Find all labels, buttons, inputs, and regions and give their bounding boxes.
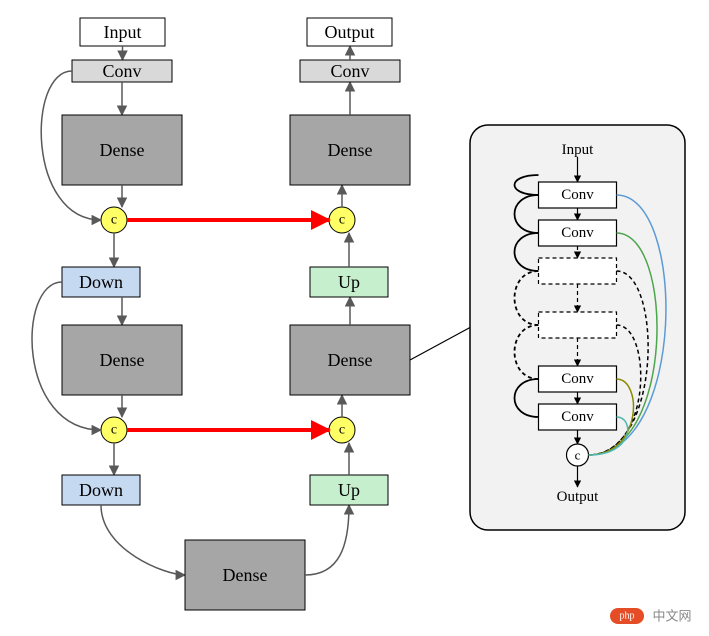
input-box: Input	[80, 18, 165, 46]
conv1-box: Conv	[72, 60, 172, 82]
svg-text:c: c	[575, 448, 581, 463]
svg-text:Input: Input	[562, 142, 594, 158]
svg-text:Dense: Dense	[100, 350, 145, 370]
svg-text:Conv: Conv	[561, 371, 594, 387]
svg-text:Output: Output	[324, 22, 374, 42]
conv2-box: Conv	[300, 60, 400, 82]
concat2: c	[101, 417, 127, 443]
svg-text:php: php	[620, 611, 635, 622]
dense3-box: Dense	[185, 540, 305, 610]
arrow-dense3-up2	[305, 505, 349, 575]
detail-connector	[410, 328, 470, 361]
svg-text:c: c	[339, 213, 345, 228]
svg-text:Dense: Dense	[223, 565, 268, 585]
output-box: Output	[307, 18, 392, 46]
dense2-box: Dense	[62, 325, 182, 395]
svg-text:Up: Up	[338, 480, 360, 500]
svg-text:Conv: Conv	[561, 409, 594, 425]
down1-box: Down	[62, 267, 140, 297]
svg-text:中文网: 中文网	[652, 609, 691, 624]
up1-box: Up	[310, 267, 388, 297]
dense5-box: Dense	[290, 115, 410, 185]
svg-text:Conv: Conv	[561, 225, 594, 241]
down2-box: Down	[62, 475, 140, 505]
svg-text:Dense: Dense	[328, 140, 373, 160]
svg-text:Input: Input	[104, 22, 142, 42]
svg-text:Conv: Conv	[330, 61, 369, 81]
svg-text:Conv: Conv	[102, 61, 141, 81]
detail-panel: Input Conv Conv Conv Conv c Output	[470, 125, 685, 530]
svg-text:Dense: Dense	[100, 140, 145, 160]
svg-text:Conv: Conv	[561, 187, 594, 203]
svg-text:c: c	[339, 423, 345, 438]
svg-text:Down: Down	[79, 272, 123, 292]
watermark: php 中文网	[610, 608, 692, 624]
concat4: c	[329, 417, 355, 443]
concat3: c	[329, 207, 355, 233]
svg-text:c: c	[111, 423, 117, 438]
svg-text:Output: Output	[557, 489, 600, 505]
concat1: c	[101, 207, 127, 233]
svg-text:Up: Up	[338, 272, 360, 292]
svg-text:Dense: Dense	[328, 350, 373, 370]
dense4-box: Dense	[290, 325, 410, 395]
up2-box: Up	[310, 475, 388, 505]
svg-text:Down: Down	[79, 480, 123, 500]
svg-text:c: c	[111, 213, 117, 228]
arrow-down2-dense3	[101, 505, 185, 575]
dense1-box: Dense	[62, 115, 182, 185]
